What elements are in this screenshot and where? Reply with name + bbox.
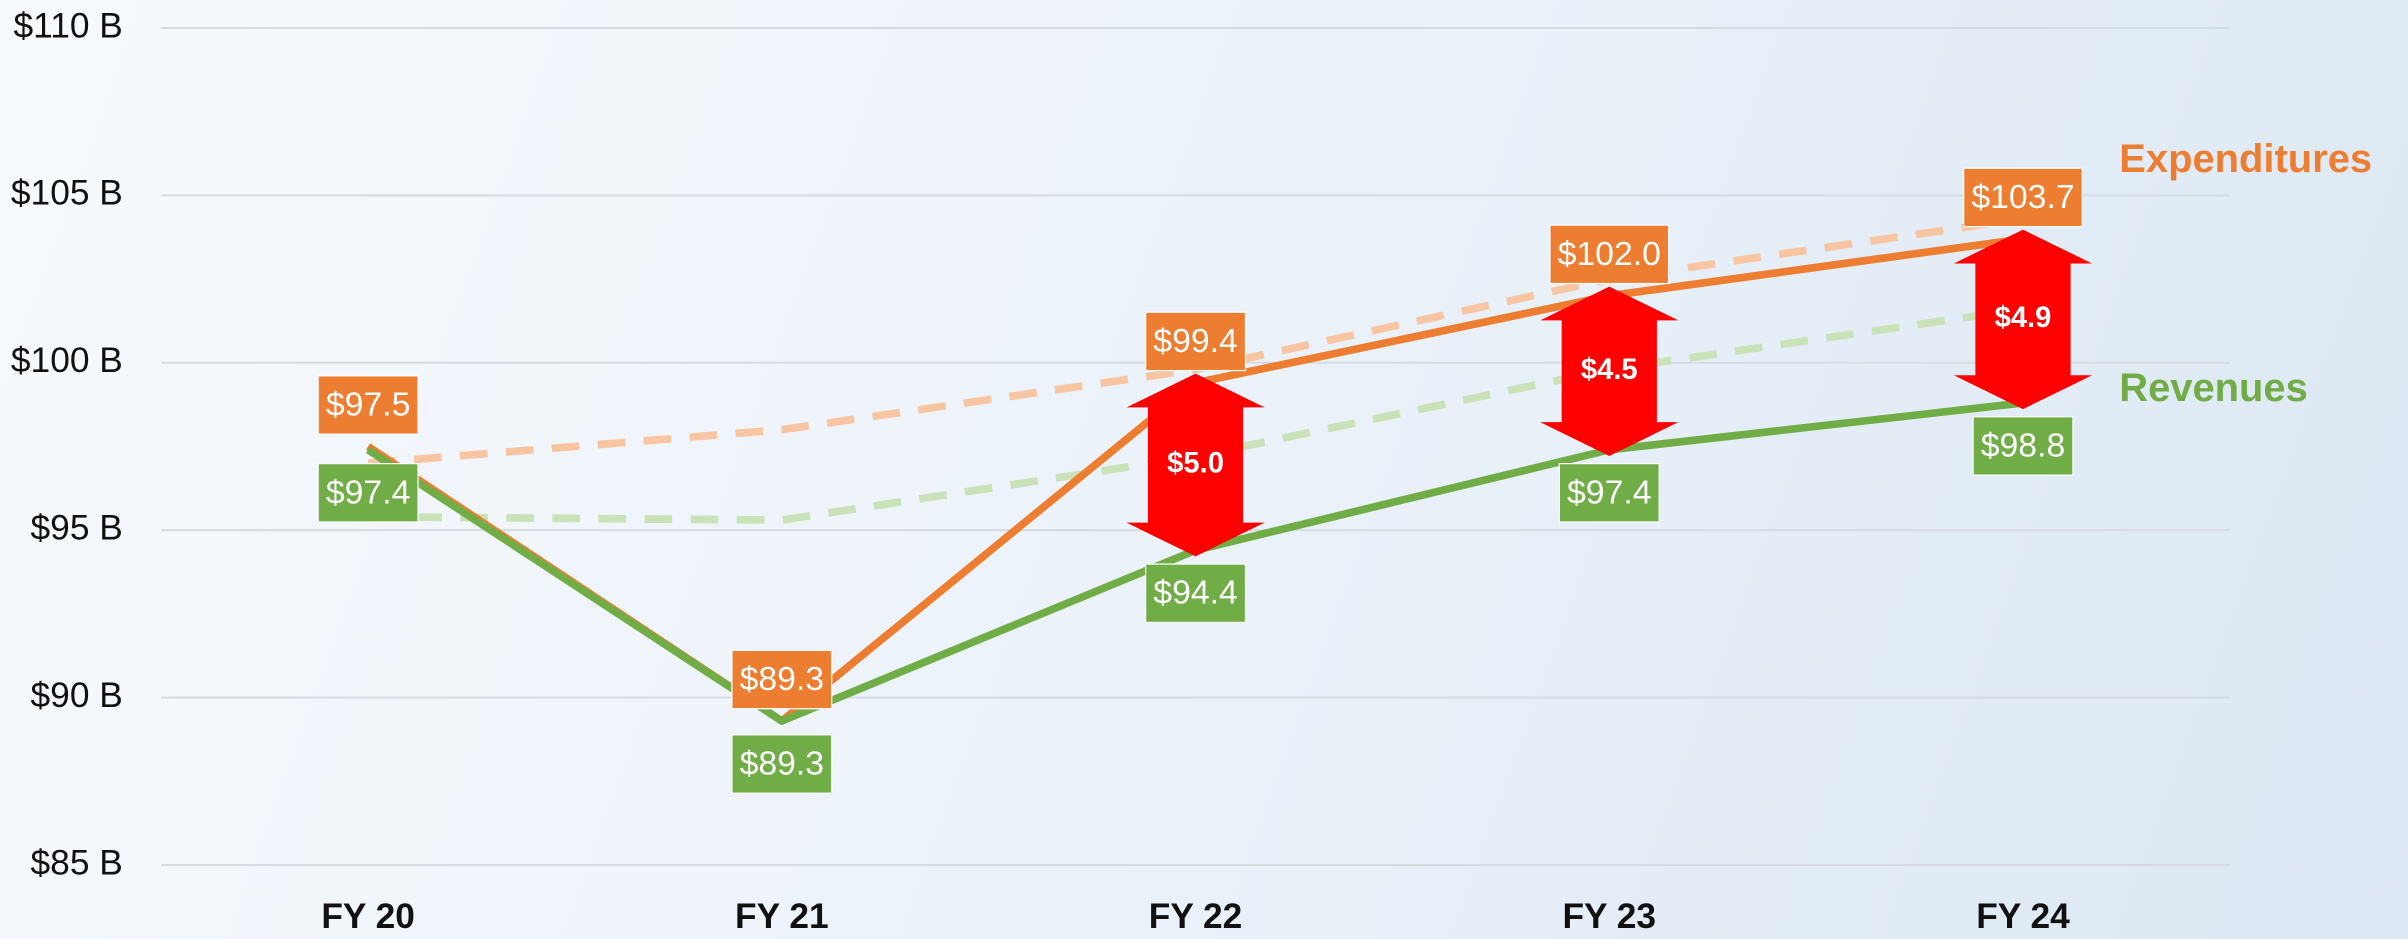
gap-arrow [1540,286,1679,456]
data-label: $102.0 [1549,224,1670,285]
y-tick-label: $95 B [31,508,123,547]
data-label: $89.3 [731,734,833,794]
data-label: $94.4 [1145,563,1247,624]
data-label: $89.3 [731,649,833,710]
data-label-text: $99.4 [1153,322,1238,360]
data-label: $99.4 [1145,311,1247,372]
data-label-box [1963,167,2083,228]
data-label-text: $102.0 [1558,235,1661,273]
y-tick-label: $110 B [14,6,123,45]
data-label-box [731,734,833,794]
x-tick-label: FY 23 [1562,897,1656,936]
x-tick-label: FY 20 [321,897,415,936]
y-tick-label: $100 B [11,341,123,380]
data-label-box [317,463,419,523]
data-label: $103.7 [1963,167,2083,228]
gap-label: $4.9 [1995,302,2052,334]
data-label-box [1145,311,1247,372]
data-label-text: $97.5 [326,385,410,423]
data-label-box [1558,463,1660,523]
data-label-text: $98.8 [1981,426,2066,464]
data-label: $97.5 [317,375,419,435]
data-label-text: $103.7 [1971,178,2074,216]
y-tick-label: $85 B [31,843,123,882]
legend-label: Revenues [2119,366,2308,410]
data-label-box [1549,224,1670,285]
gap-label: $5.0 [1167,448,1224,480]
data-label: $97.4 [1558,463,1660,523]
x-tick-label: FY 22 [1149,897,1243,936]
data-label-text: $94.4 [1153,574,1238,612]
data-label-text: $89.3 [740,660,825,698]
data-label-box [1145,563,1247,624]
data-label: $98.8 [1972,416,2074,476]
data-label-text: $97.4 [326,473,410,511]
y-tick-label: $105 B [11,174,123,213]
data-label-text: $97.4 [1567,473,1652,511]
y-tick-label: $90 B [31,676,123,715]
data-label-box [1972,416,2074,476]
data-label-box [317,375,419,435]
data-label-box [731,649,833,710]
gap-arrow [1126,373,1265,557]
gap-arrow [1953,229,2093,410]
x-tick-label: FY 21 [735,897,829,936]
legend-label: Expenditures [2119,137,2372,181]
data-label: $97.4 [317,463,419,523]
data-label-text: $89.3 [740,744,825,782]
x-tick-label: FY 24 [1976,897,2070,936]
gap-label: $4.5 [1581,354,1638,386]
